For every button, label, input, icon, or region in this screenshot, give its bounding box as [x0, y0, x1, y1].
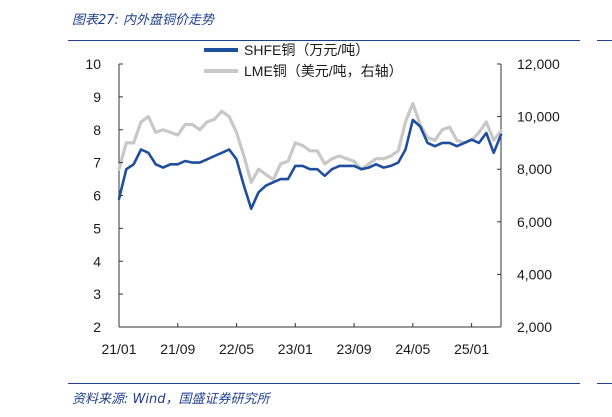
figure-title: 图表27: 内外盘铜价走势: [72, 13, 215, 28]
y-left-tick-label: 5: [93, 220, 101, 236]
y-left-tick-label: 8: [93, 122, 101, 138]
y-left-tick-label: 3: [93, 286, 101, 302]
y-right-tick-label: 8,000: [517, 161, 552, 177]
top-rule: [68, 40, 580, 41]
x-tick-label: 23/09: [337, 341, 372, 357]
y-right-tick-label: 4,000: [517, 266, 552, 282]
lme-copper-line: [117, 101, 503, 184]
x-tick-label: 24/05: [395, 341, 430, 357]
y-left-tick-label: 4: [93, 253, 101, 269]
x-tick-label: 21/09: [160, 341, 195, 357]
y-left-tick-label: 2: [93, 319, 101, 335]
legend-label-lme: LME铜（美元/吨，右轴）: [244, 63, 403, 79]
y-right-tick-label: 10,000: [517, 109, 560, 125]
x-tick-label: 21/01: [101, 341, 136, 357]
bottom-rule: [68, 383, 580, 384]
y-right-tick-label: 6,000: [517, 214, 552, 230]
x-tick-label: 23/01: [278, 341, 313, 357]
y-left-tick-label: 6: [93, 188, 101, 204]
y-left-tick-label: 9: [93, 89, 101, 105]
y-right-tick-label: 2,000: [517, 319, 552, 335]
legend-label-shfe: SHFE铜（万元/吨）: [244, 42, 369, 58]
y-left-tick-label: 10: [85, 56, 101, 72]
bottom-rule-right: [597, 383, 612, 384]
x-tick-label: 25/01: [454, 341, 489, 357]
x-tick-label: 22/05: [219, 341, 254, 357]
source-note: 资料来源: Wind，国盛证券研究所: [72, 392, 270, 407]
y-left-tick-label: 7: [93, 155, 101, 171]
top-rule-right: [597, 40, 612, 41]
y-right-tick-label: 12,000: [517, 56, 560, 72]
shfe-copper-line: [117, 118, 503, 210]
